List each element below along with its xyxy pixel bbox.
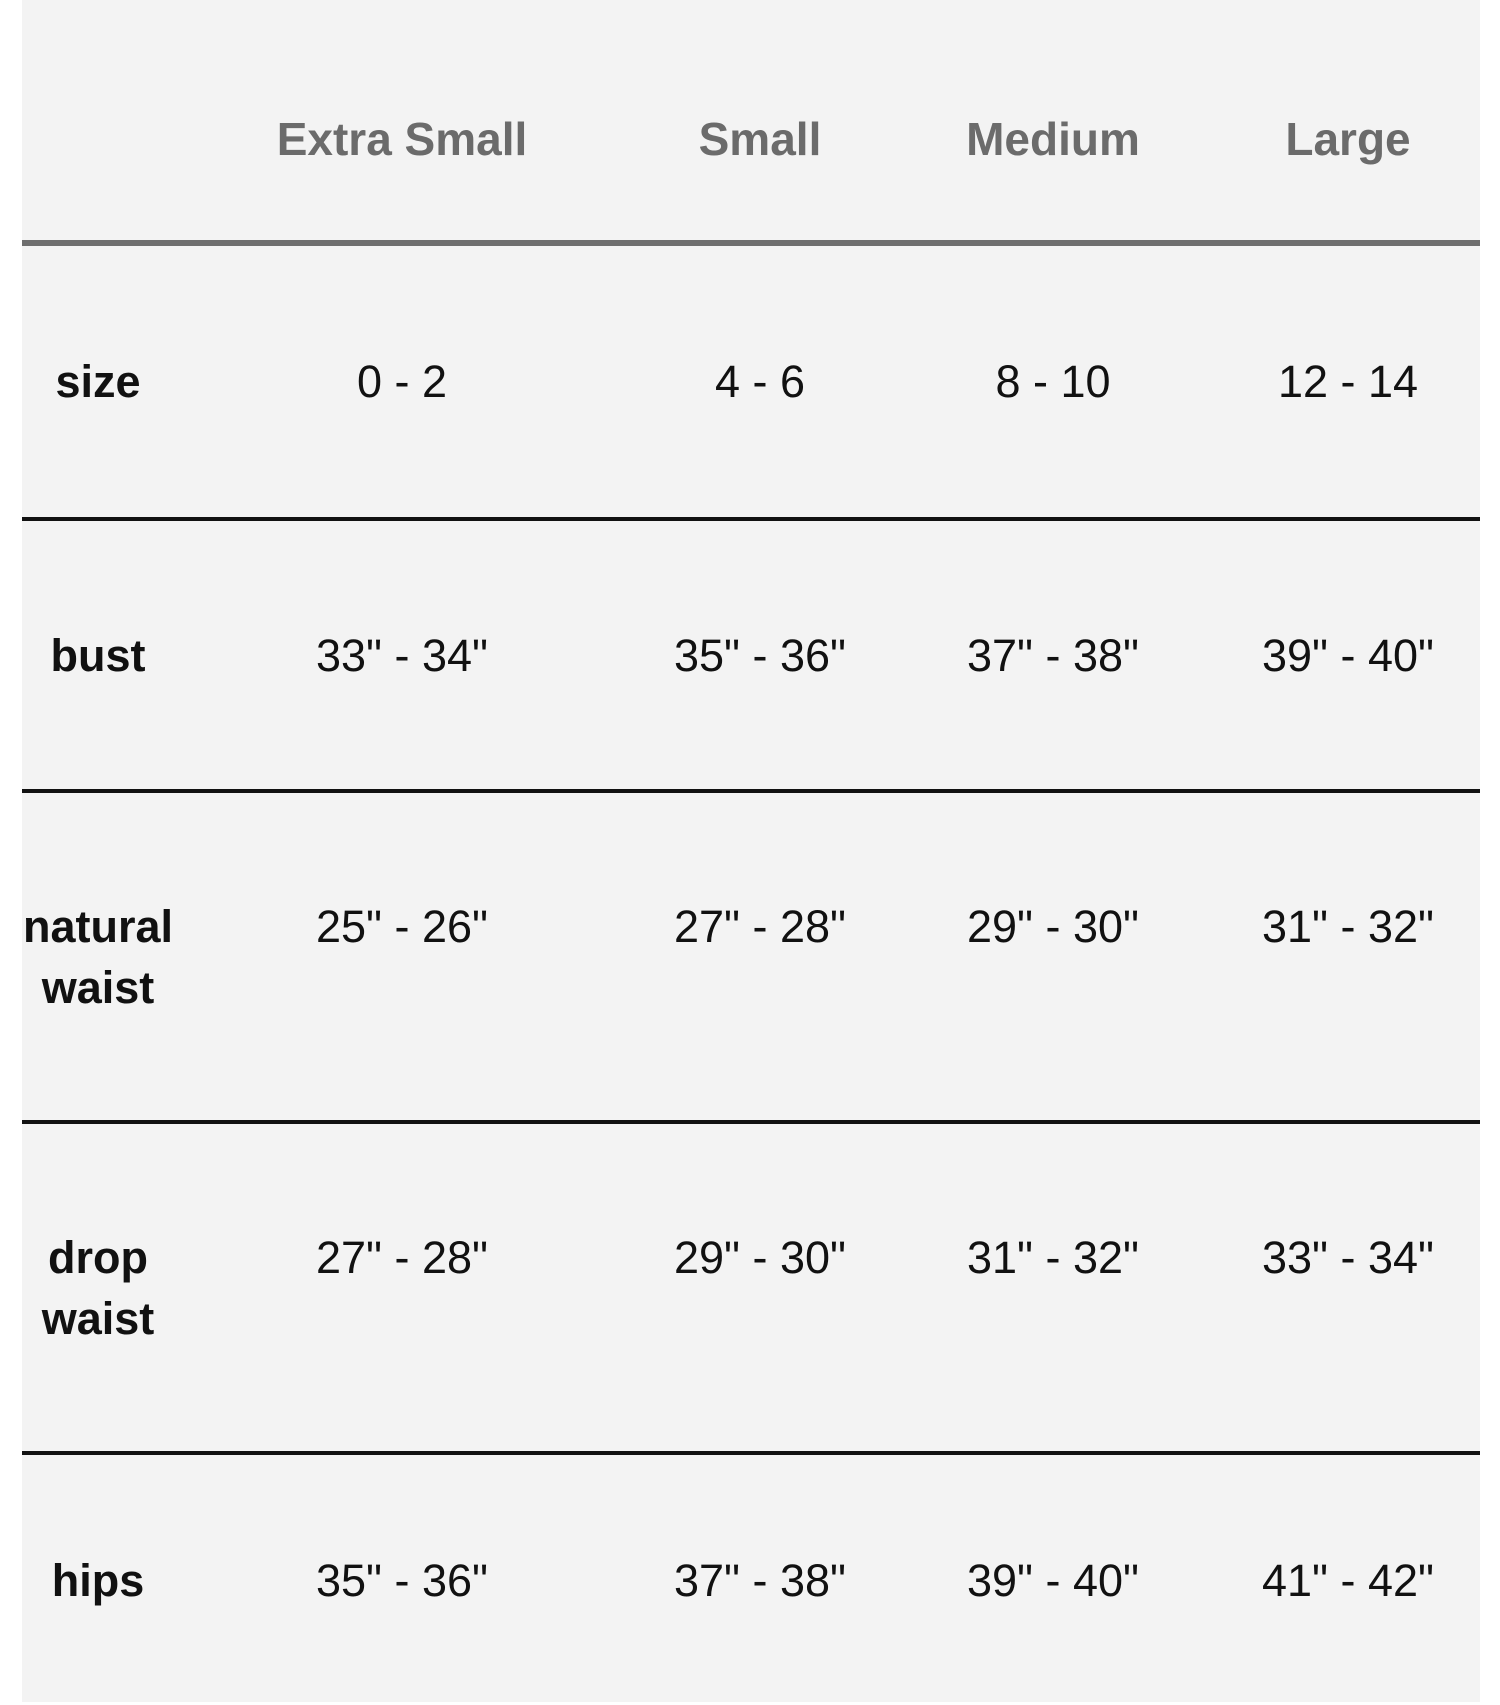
measurement-cell: 39" - 40" <box>890 1455 1216 1705</box>
measurement-cell: 33" - 34" <box>1216 1124 1480 1451</box>
header-extra-small: Extra Small <box>276 113 528 165</box>
row-label-line: bust <box>50 629 146 681</box>
measurement-value: 31" - 32" <box>1261 900 1435 952</box>
measurement-value: 25" - 26" <box>315 900 489 952</box>
table-row: size 0 - 2 4 - 6 8 - 10 12 - 14 <box>22 246 1480 521</box>
measurement-value: 31" - 32" <box>966 1231 1140 1283</box>
measurement-cell: 39" - 40" <box>1216 521 1480 789</box>
measurement-cell: 35" - 36" <box>174 1455 630 1705</box>
row-label: drop waist <box>22 1124 174 1451</box>
measurement-value: 37" - 38" <box>966 629 1140 681</box>
measurement-cell: 27" - 28" <box>630 793 890 1120</box>
table-row: drop waist 27" - 28" 29" - 30" 31" - 32" 33" … <box>22 1124 1480 1455</box>
measurement-cell: 37" - 38" <box>630 1455 890 1705</box>
measurement-cell: 33" - 34" <box>174 521 630 789</box>
table-row: hips 35" - 36" 37" - 38" 39" - 40" 41" - 42" <box>22 1455 1480 1705</box>
measurement-value: 4 - 6 <box>714 356 806 407</box>
size-chart-table: Extra Small Small Medium Large size 0 - 2… <box>22 0 1480 1702</box>
measurement-cell: 41" - 42" <box>1216 1455 1480 1705</box>
measurement-value: 29" - 30" <box>673 1231 847 1283</box>
measurement-cell: 29" - 30" <box>890 793 1216 1120</box>
table-row: bust 33" - 34" 35" - 36" 37" - 38" 39" - 40" <box>22 521 1480 793</box>
measurement-value: 27" - 28" <box>673 900 847 952</box>
row-label: bust <box>22 521 174 789</box>
row-label-line: waist <box>41 1292 155 1344</box>
row-label: hips <box>22 1455 174 1705</box>
row-label-line: natural <box>22 900 174 952</box>
measurement-value: 35" - 36" <box>673 629 847 681</box>
measurement-value: 0 - 2 <box>356 356 448 407</box>
measurement-value: 12 - 14 <box>1277 356 1419 407</box>
measurement-cell: 12 - 14 <box>1216 246 1480 517</box>
measurement-cell: 0 - 2 <box>174 246 630 517</box>
measurement-cell: 35" - 36" <box>630 521 890 789</box>
measurement-value: 37" - 38" <box>673 1554 847 1606</box>
measurement-value: 8 - 10 <box>995 356 1111 407</box>
measurement-value: 33" - 34" <box>1261 1231 1435 1283</box>
measurement-cell: 37" - 38" <box>890 521 1216 789</box>
header-row: Extra Small Small Medium Large <box>22 0 1480 246</box>
measurement-value: 39" - 40" <box>1261 629 1435 681</box>
row-label: size <box>22 246 174 517</box>
row-label-line: hips <box>51 1554 145 1606</box>
measurement-value: 27" - 28" <box>315 1231 489 1283</box>
measurement-cell: 31" - 32" <box>890 1124 1216 1451</box>
table-row: natural waist 25" - 26" 27" - 28" 29" - 30" 3… <box>22 793 1480 1124</box>
header-small: Small <box>698 113 822 165</box>
measurement-value: 33" - 34" <box>315 629 489 681</box>
measurement-cell: 27" - 28" <box>174 1124 630 1451</box>
header-empty-cell <box>22 0 174 240</box>
measurement-value: 41" - 42" <box>1261 1554 1435 1606</box>
row-label: natural waist <box>22 793 174 1120</box>
measurement-cell: 29" - 30" <box>630 1124 890 1451</box>
measurement-value: 29" - 30" <box>966 900 1140 952</box>
row-label-line: waist <box>41 961 155 1013</box>
header-large: Large <box>1285 113 1411 165</box>
measurement-value: 39" - 40" <box>966 1554 1140 1606</box>
measurement-value: 35" - 36" <box>315 1554 489 1606</box>
measurement-cell: 8 - 10 <box>890 246 1216 517</box>
header-medium: Medium <box>966 113 1140 165</box>
row-label-line: size <box>55 356 141 407</box>
measurement-cell: 31" - 32" <box>1216 793 1480 1120</box>
measurement-cell: 25" - 26" <box>174 793 630 1120</box>
row-label-line: drop <box>48 1231 148 1283</box>
measurement-cell: 4 - 6 <box>630 246 890 517</box>
